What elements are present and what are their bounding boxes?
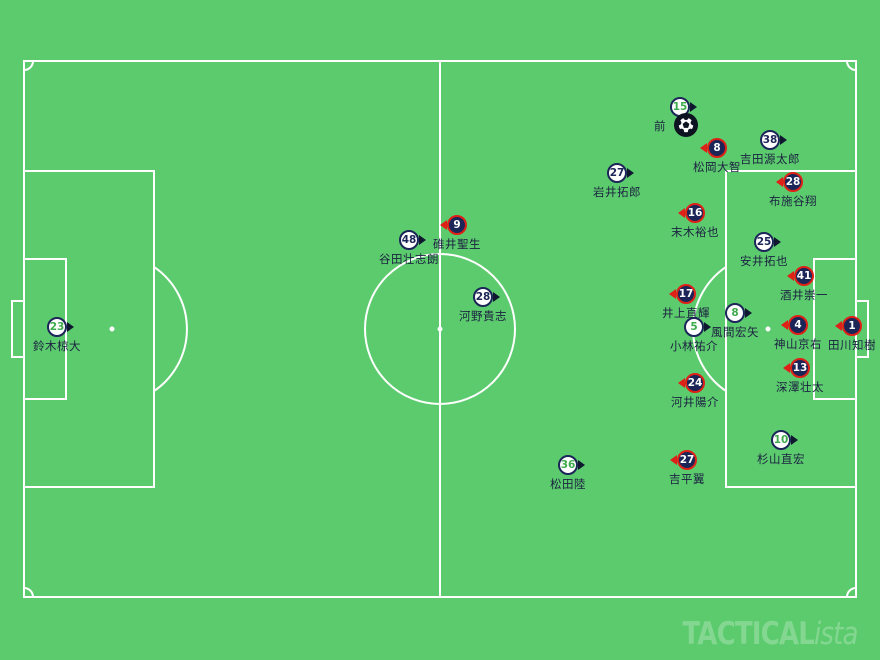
- player-name-label: 杉山直宏: [757, 451, 805, 466]
- player-name-label: 布施谷翔: [769, 193, 817, 208]
- player-name-label: 田川知樹: [828, 337, 876, 352]
- player-name-label: 前: [654, 118, 666, 133]
- direction-arrow-icon: [419, 235, 426, 245]
- player-number: 8: [713, 141, 721, 154]
- direction-arrow-icon: [781, 320, 788, 330]
- player-marker[interactable]: 1: [835, 316, 862, 336]
- player-number: 36: [560, 458, 576, 471]
- player-name-label: 鈴木椋大: [33, 338, 81, 353]
- player-marker[interactable]: 36: [558, 455, 585, 475]
- player-number: 25: [756, 235, 772, 248]
- player-number: 1: [848, 319, 856, 332]
- player-number: 13: [792, 361, 808, 374]
- player-marker[interactable]: 13: [783, 358, 810, 378]
- player-marker[interactable]: 25: [754, 232, 781, 252]
- player-marker[interactable]: 27: [607, 163, 634, 183]
- direction-arrow-icon: [783, 363, 790, 373]
- direction-arrow-icon: [493, 292, 500, 302]
- player-name-label: 吉平翼: [669, 471, 705, 486]
- player-number: 38: [762, 133, 778, 146]
- player-name-label: 松岡大智: [693, 159, 741, 174]
- direction-arrow-icon: [704, 322, 711, 332]
- player-name-label: 風間宏矢: [711, 324, 759, 339]
- direction-arrow-icon: [578, 460, 585, 470]
- direction-arrow-icon: [787, 271, 794, 281]
- pitch-spots: [109, 326, 771, 332]
- tacticalista-watermark: TACTICALista: [682, 616, 859, 652]
- player-number: 24: [687, 376, 703, 389]
- player-number: 28: [475, 290, 491, 303]
- watermark-italic-text: ista: [814, 616, 858, 652]
- player-name-label: 吉田源太郎: [740, 151, 800, 166]
- direction-arrow-icon: [669, 289, 676, 299]
- player-number: 15: [672, 100, 688, 113]
- player-marker[interactable]: 8: [725, 303, 752, 323]
- player-name-label: 岩井拓郎: [593, 184, 641, 199]
- player-number: 17: [678, 287, 694, 300]
- player-number: 48: [401, 233, 417, 246]
- direction-arrow-icon: [835, 321, 842, 331]
- pitch-lines: [11, 60, 869, 598]
- player-marker[interactable]: 23: [47, 317, 74, 337]
- player-number: 9: [453, 218, 461, 231]
- player-name-label: 谷田壮志朗: [379, 251, 439, 266]
- soccer-ball-icon[interactable]: [673, 112, 699, 142]
- player-marker[interactable]: 17: [669, 284, 696, 304]
- direction-arrow-icon: [780, 135, 787, 145]
- player-number: 10: [773, 433, 789, 446]
- direction-arrow-icon: [678, 378, 685, 388]
- direction-arrow-icon: [670, 455, 677, 465]
- direction-arrow-icon: [745, 308, 752, 318]
- player-number: 16: [687, 206, 703, 219]
- player-name-label: 碓井聖生: [433, 236, 481, 251]
- player-marker[interactable]: 48: [399, 230, 426, 250]
- player-name-label: 小林祐介: [670, 338, 718, 353]
- direction-arrow-icon: [774, 237, 781, 247]
- watermark-bold-text: TACTICAL: [682, 616, 815, 652]
- player-name-label: 井上直輝: [662, 305, 710, 320]
- player-marker[interactable]: 8: [700, 138, 727, 158]
- player-number: 23: [49, 320, 65, 333]
- direction-arrow-icon: [791, 435, 798, 445]
- player-marker[interactable]: 28: [473, 287, 500, 307]
- player-name-label: 末木裕也: [671, 224, 719, 239]
- player-marker[interactable]: 41: [787, 266, 814, 286]
- player-number: 8: [731, 306, 739, 319]
- direction-arrow-icon: [627, 168, 634, 178]
- direction-arrow-icon: [440, 220, 447, 230]
- player-marker[interactable]: 16: [678, 203, 705, 223]
- player-marker[interactable]: 9: [440, 215, 467, 235]
- direction-arrow-icon: [690, 102, 697, 112]
- player-name-label: 河野貴志: [459, 308, 507, 323]
- player-name-label: 安井拓也: [740, 253, 788, 268]
- player-number: 28: [785, 175, 801, 188]
- player-name-label: 河井陽介: [671, 394, 719, 409]
- player-number: 41: [796, 269, 812, 282]
- player-number: 5: [690, 320, 698, 333]
- player-name-label: 深澤壮太: [776, 379, 824, 394]
- player-number: 27: [679, 453, 695, 466]
- player-name-label: 神山京右: [774, 336, 822, 351]
- player-number: 4: [794, 318, 802, 331]
- direction-arrow-icon: [67, 322, 74, 332]
- direction-arrow-icon: [678, 208, 685, 218]
- direction-arrow-icon: [700, 143, 707, 153]
- player-marker[interactable]: 38: [760, 130, 787, 150]
- player-marker[interactable]: 5: [684, 317, 711, 337]
- player-marker[interactable]: 4: [781, 315, 808, 335]
- player-marker[interactable]: 24: [678, 373, 705, 393]
- player-marker[interactable]: 28: [776, 172, 803, 192]
- player-marker[interactable]: 10: [771, 430, 798, 450]
- player-marker[interactable]: 27: [670, 450, 697, 470]
- player-name-label: 松田陸: [550, 476, 586, 491]
- direction-arrow-icon: [776, 177, 783, 187]
- player-number: 27: [609, 166, 625, 179]
- player-name-label: 酒井崇一: [780, 287, 828, 302]
